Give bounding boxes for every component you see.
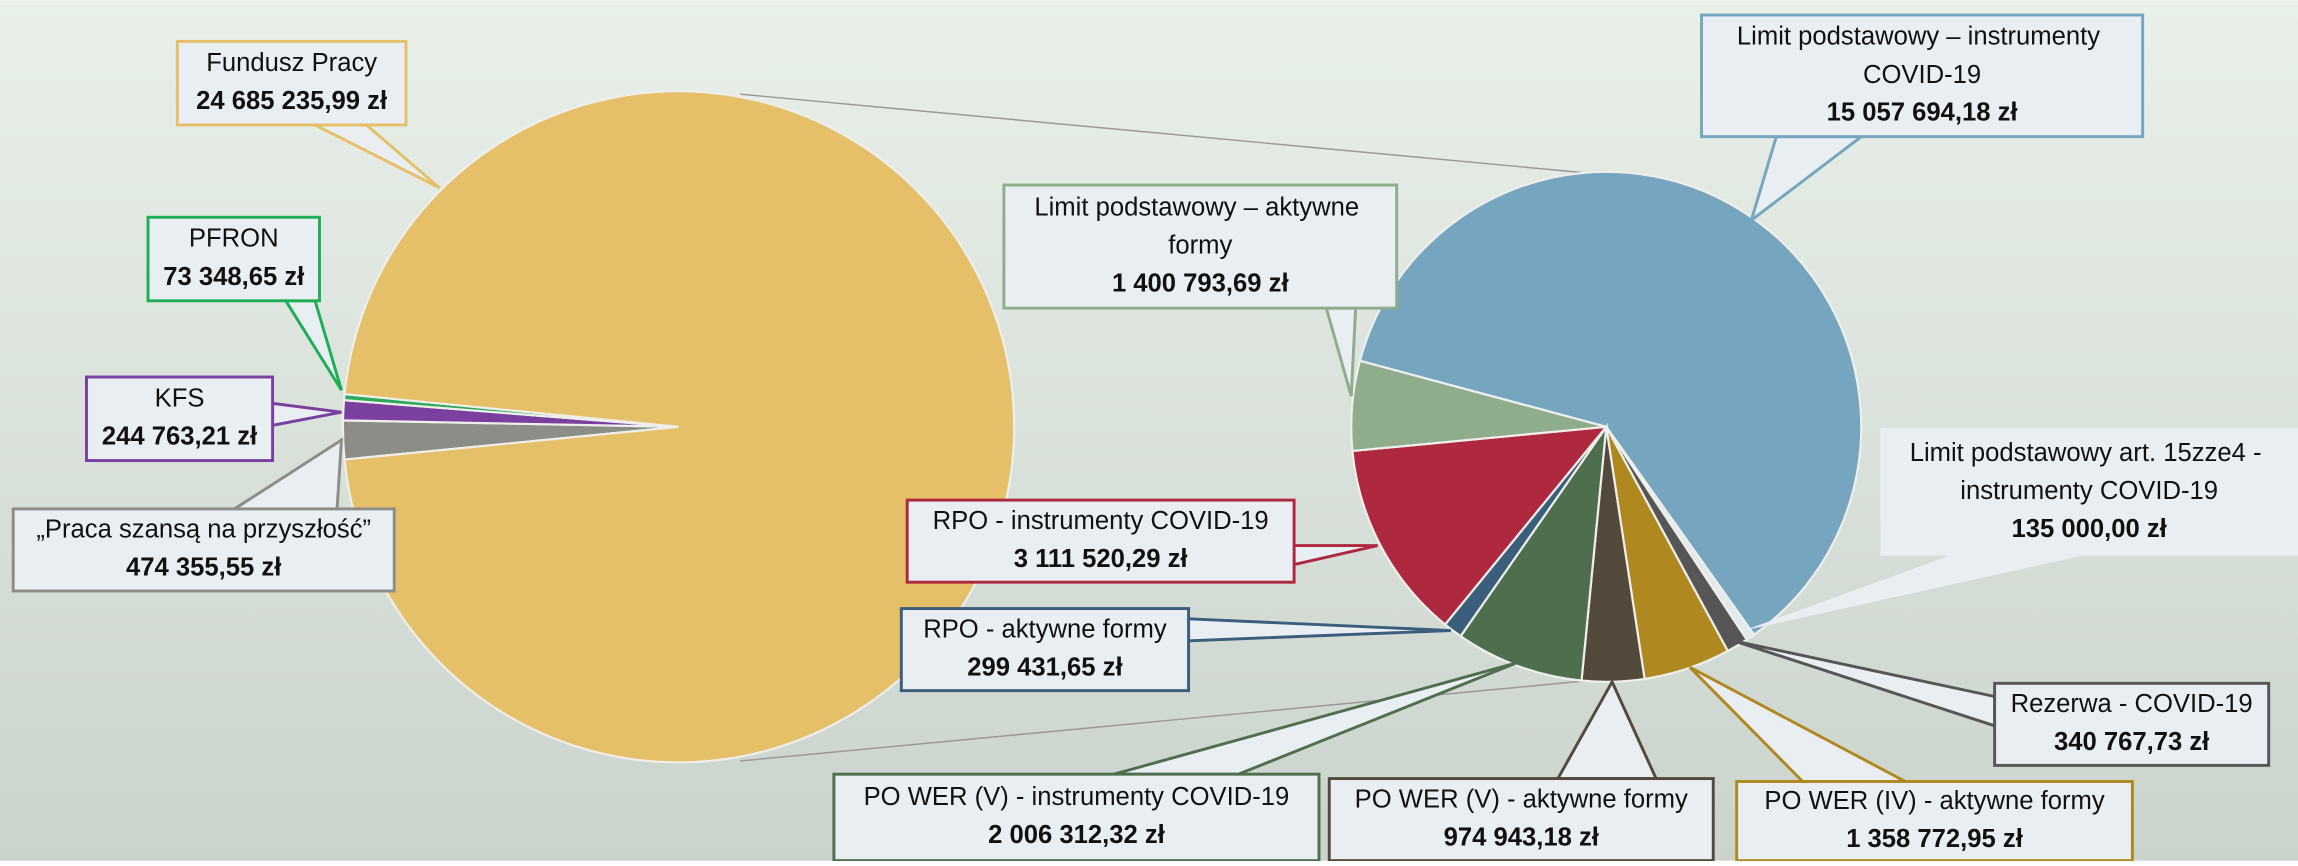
value-label: 974 943,18 zł (1444, 823, 1599, 851)
category-label: Limit podstawowy art. 15zze4 - instrumen… (1910, 439, 2269, 505)
category-label: RPO - instrumenty COVID-19 (933, 507, 1269, 535)
category-label: Fundusz Pracy (206, 49, 377, 77)
value-label: 135 000,00 zł (2012, 515, 2167, 543)
label-box (146, 215, 321, 303)
label-box (905, 498, 1296, 584)
category-label: PO WER (V) - instrumenty COVID-19 (864, 783, 1290, 811)
slices (341, 90, 1863, 764)
label-box (85, 375, 275, 463)
value-label: 1 400 793,69 zł (1112, 269, 1289, 297)
label-box (832, 772, 1321, 863)
label-box (1002, 183, 1399, 310)
value-label: 73 348,65 zł (163, 263, 304, 291)
category-label: Limit podstawowy – aktywne formy (1034, 193, 1366, 259)
value-label: 24 685 235,99 zł (196, 87, 387, 115)
category-label: Rezerwa - COVID-19 (2011, 690, 2253, 718)
value-label: 2 006 312,32 zł (988, 821, 1165, 849)
category-label: „Praca szansą na przyszłość” (36, 516, 371, 544)
connector-line (740, 678, 1607, 762)
pie-slice (1351, 425, 1609, 627)
label-box (11, 507, 396, 593)
value-label: 474 355,55 zł (126, 554, 281, 582)
label-box (1735, 780, 2134, 863)
labels: Fundusz Pracy 24 685 235,99 zł PFRON 73 348… (11, 13, 2298, 863)
pie-slice (343, 90, 1016, 764)
category-label: PFRON (189, 225, 279, 253)
category-label: RPO - aktywne formy (923, 615, 1167, 643)
value-label: 299 431,65 zł (967, 653, 1122, 681)
callout-pointer (1744, 555, 2082, 631)
value-label: 1 358 772,95 zł (1846, 825, 2023, 853)
value-label: 3 111 520,29 zł (1014, 545, 1188, 573)
category-label: PO WER (V) - aktywne formy (1355, 785, 1688, 813)
category-label: PO WER (IV) - aktywne formy (1764, 787, 2104, 815)
value-label: 15 057 694,18 zł (1827, 99, 2018, 127)
connector-line (740, 93, 1607, 176)
label-box (1327, 777, 1715, 863)
label-box (1880, 428, 2298, 556)
value-label: 340 767,73 zł (2054, 728, 2209, 756)
pie-slice (1459, 422, 1608, 682)
pie-slice (1350, 359, 1607, 453)
label-box (899, 607, 1191, 693)
label-box (1993, 681, 2271, 767)
label-box (175, 39, 408, 127)
category-label: KFS (155, 384, 205, 412)
label-box (1700, 13, 2145, 139)
category-label: Limit podstawowy – instrumenty COVID-19 (1737, 22, 2107, 88)
value-label: 244 763,21 zł (102, 423, 257, 451)
